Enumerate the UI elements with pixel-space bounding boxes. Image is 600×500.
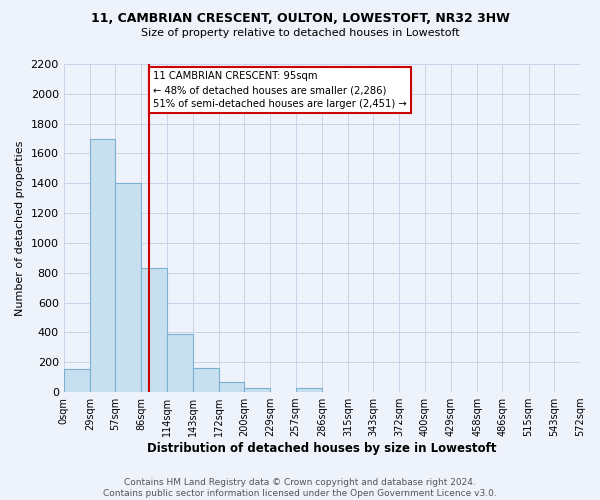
Bar bbox=[244, 388, 271, 392]
Bar bbox=[296, 388, 322, 392]
Text: Contains HM Land Registry data © Crown copyright and database right 2024.
Contai: Contains HM Land Registry data © Crown c… bbox=[103, 478, 497, 498]
Text: 11, CAMBRIAN CRESCENT, OULTON, LOWESTOFT, NR32 3HW: 11, CAMBRIAN CRESCENT, OULTON, LOWESTOFT… bbox=[91, 12, 509, 26]
Bar bbox=[64, 369, 90, 392]
Bar bbox=[219, 382, 244, 392]
Bar bbox=[141, 268, 167, 392]
Bar bbox=[115, 184, 141, 392]
Text: 11 CAMBRIAN CRESCENT: 95sqm
← 48% of detached houses are smaller (2,286)
51% of : 11 CAMBRIAN CRESCENT: 95sqm ← 48% of det… bbox=[153, 72, 407, 110]
Bar bbox=[90, 138, 115, 392]
Y-axis label: Number of detached properties: Number of detached properties bbox=[15, 140, 25, 316]
Bar bbox=[193, 368, 219, 392]
Text: Size of property relative to detached houses in Lowestoft: Size of property relative to detached ho… bbox=[140, 28, 460, 38]
Bar bbox=[167, 334, 193, 392]
X-axis label: Distribution of detached houses by size in Lowestoft: Distribution of detached houses by size … bbox=[147, 442, 497, 455]
